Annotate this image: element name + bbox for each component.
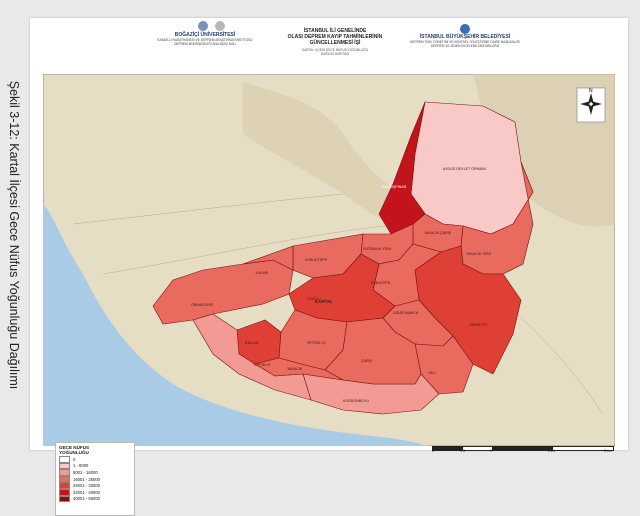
scale-bar-segment: [552, 446, 614, 451]
legend-swatch: [59, 475, 70, 483]
legend-label: 8001 - 16000: [73, 469, 98, 475]
map-header: BOĞAZİÇİ ÜNİVERSİTESİ KANDİLLİ RASATHANE…: [30, 18, 628, 74]
left-org-sub1: KANDİLLİ RASATHANESİ VE DEPREM ARAŞTIRMA…: [157, 38, 253, 42]
legend-item: 8001 - 16000: [56, 469, 134, 476]
left-org-sub2: DEPREM MÜHENDİSLİĞİ ANA BİLİM DALI: [174, 42, 236, 46]
subtitle-line-2: DAĞILIM HARİTASI: [320, 52, 350, 56]
neighborhood-label: ÇARŞI: [361, 359, 372, 363]
legend-item: 32001 - 40000: [56, 489, 134, 496]
north-label: N: [589, 88, 593, 94]
legend-item: 40001 - 56000: [56, 495, 134, 503]
neighborhood-label: YAKACIK: [287, 367, 303, 371]
neighborhood-labels: AYDOS DEVLET ORMANI GÜMÜŞPINAR YAKACIK ÇAR…: [191, 167, 491, 403]
neighborhood-9[interactable]: [242, 245, 294, 271]
legend-label: 32001 - 40000: [73, 489, 101, 495]
scale-bar: 0 0.5 1 2.25 3 km: [432, 443, 622, 455]
legend-title-line-1: GECE NÜFUS: [59, 445, 90, 450]
legend-label: 16001 - 25000: [73, 476, 101, 482]
north-arrow-icon: [588, 93, 594, 104]
legend-swatch: [59, 456, 70, 463]
legend-label: 40001 - 56000: [73, 496, 101, 502]
scale-bar-label: 0: [432, 449, 434, 453]
scale-bar-segment: [492, 446, 554, 451]
district-label: KARTAL: [315, 299, 333, 304]
legend-label: 25001 - 32000: [73, 483, 101, 489]
legend-swatch: [59, 489, 70, 496]
map-canvas: AYDOS DEVLET ORMANI GÜMÜŞPINAR YAKACIK ÇAR…: [43, 74, 615, 446]
right-organization: İSTANBUL BÜYÜKŞEHİR BELEDİYESİ DEPREM Rİ…: [410, 34, 520, 48]
legend-title-line-2: YOĞUNLUĞU: [59, 450, 89, 455]
map-frame[interactable]: AYDOS DEVLET ORMANI GÜMÜŞPINAR YAKACIK ÇAR…: [43, 74, 615, 516]
sea-water: [43, 204, 428, 446]
map-sheet: BOĞAZİÇİ ÜNİVERSİTESİ KANDİLLİ RASATHANE…: [30, 18, 628, 516]
neighborhood-18[interactable]: [254, 357, 344, 381]
scale-bar-label: 3 km: [604, 449, 612, 453]
neighborhood-label: YAKACIK YENİ: [466, 251, 491, 256]
legend-item: 0: [56, 456, 134, 463]
scale-bar-label: 2.25: [548, 449, 555, 453]
figure-caption: Şekil 3-12: Kartal İlçesi Gece Nüfus Yoğ…: [2, 40, 26, 430]
neighborhood-label: ATALAR: [245, 341, 259, 345]
legend-item: 25001 - 32000: [56, 482, 134, 489]
neighborhood-label: YAKACIK ÇARŞI: [424, 231, 451, 235]
legend-swatch: [59, 469, 70, 476]
neighborhood-label: CEVİZLİ: [307, 296, 321, 301]
left-organization: BOĞAZİÇİ ÜNİVERSİTESİ KANDİLLİ RASATHANE…: [140, 32, 270, 46]
title-line-3: GÜNCELLENMESİ İŞİ: [309, 40, 361, 46]
subtitle-line-1: KARTAL İLÇESİ GECE NÜFUS YOĞUNLUĞU: [301, 48, 369, 52]
terrain-relief: [243, 82, 423, 227]
legend-item: 16001 - 25000: [56, 475, 134, 483]
legend-label: 1 - 8000: [73, 463, 89, 469]
legend-swatch: [59, 482, 70, 489]
neighborhood-label: ESENTEPE: [371, 281, 391, 285]
neighborhood-label: ORHANTEPE: [191, 303, 214, 307]
right-org-sub2: DEPREM VE ZEMİN İNCELEME MÜDÜRLÜĞÜ: [430, 44, 500, 48]
neighborhood-label: YALI: [428, 371, 436, 375]
ibb-logo-icon: [460, 24, 470, 34]
legend-swatch: [59, 495, 70, 503]
neighborhood-label: HÜRRİYET: [469, 322, 488, 327]
title-line-1: İSTANBUL İLİ GENELİNDE: [303, 28, 367, 34]
right-org-name: İSTANBUL BÜYÜKŞEHİR BELEDİYESİ: [419, 34, 511, 40]
seal-icon: [215, 21, 225, 31]
neighborhood-label: KARLIKTEPE: [305, 258, 328, 262]
neighborhood-8[interactable]: [152, 259, 294, 325]
neighborhood-label: GÜMÜŞPINAR: [382, 185, 407, 189]
scale-bar-label: 0.5: [460, 449, 465, 453]
title-line-2: OLASI DEPREM KAYIP TAHMİNLERİNİN: [287, 34, 383, 40]
neighborhood-polygons: [152, 101, 534, 415]
legend-label: 0: [73, 456, 76, 462]
neighborhood-label: TOPSELVİ: [253, 362, 270, 367]
map-title: İSTANBUL İLİ GENELİNDE OLASI DEPREM KAYI…: [270, 28, 400, 56]
left-org-name: BOĞAZİÇİ ÜNİVERSİTESİ: [174, 32, 236, 38]
north-arrow: N: [576, 87, 606, 123]
legend-swatch: [59, 462, 70, 470]
neighborhood-label: SOĞANLIK YENİ: [363, 246, 391, 251]
neighborhood-label: UĞUR MUMCU: [393, 310, 419, 315]
bogazici-logo-icon: [198, 21, 208, 31]
neighborhood-label: YUKARI: [255, 271, 268, 275]
neighborhood-label: KORDONBOYU: [343, 399, 369, 403]
legend-item: 1 - 8000: [56, 462, 134, 470]
caption-text: Şekil 3-12: Kartal İlçesi Gece Nüfus Yoğ…: [7, 80, 21, 390]
neighborhood-label: PETROL İŞ: [307, 340, 326, 345]
right-org-sub1: DEPREM RİSK YÖNETİMİ VE KENTSEL İYİLEŞTİ…: [410, 40, 520, 44]
scale-bar-label: 1: [490, 449, 492, 453]
neighborhood-label: AYDOS DEVLET ORMANI: [443, 167, 486, 171]
